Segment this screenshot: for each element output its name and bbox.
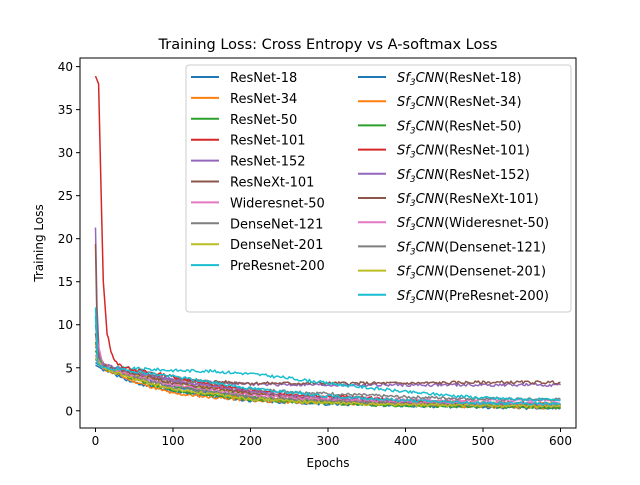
legend-label-sf3cnn-preresnet-200: Sf3CNN(PreResnet-200): [397, 289, 549, 306]
chart-title: Training Loss: Cross Entropy vs A-softma…: [158, 37, 498, 53]
legend: ResNet-18 ResNet-34 ResNet-50 ResNet-101 Res…: [185, 64, 572, 313]
legend-label-sf3cnn-resnet-18: Sf3CNN(ResNet-18): [397, 71, 522, 88]
x-tick-label: 500: [472, 434, 495, 448]
x-tick-label: 300: [317, 434, 340, 448]
y-tick-label: 5: [65, 361, 73, 375]
series-line-sf3cnn-densenet-121: [94, 358, 561, 408]
x-tick-label: 400: [394, 434, 417, 448]
series-line-sf3cnn-preresnet-200: [94, 316, 561, 406]
y-tick-label: 10: [58, 318, 73, 332]
x-axis-label: Epochs: [307, 456, 350, 470]
y-axis-label: Training Loss: [32, 204, 46, 282]
legend-label-preresnet-200: PreResnet-200: [230, 259, 325, 274]
y-tick-label: 25: [58, 189, 73, 203]
y-tick-label: 0: [65, 404, 73, 418]
y-tick-label: 30: [58, 146, 73, 160]
legend-label-resnet-152: ResNet-152: [230, 155, 306, 170]
legend-label-resnet-18: ResNet-18: [230, 71, 297, 86]
x-tick-label: 200: [239, 434, 262, 448]
legend-label-resnet-34: ResNet-34: [230, 92, 297, 107]
x-axis-ticks: 0 100 200 300 400 500 600: [92, 428, 572, 448]
legend-label-densenet-201: DenseNet-201: [230, 238, 323, 253]
legend-label-sf3cnn-wideresnet-50: Sf3CNN(Wideresnet-50): [397, 216, 549, 233]
legend-label-sf3cnn-resnet-101: Sf3CNN(ResNet-101): [397, 144, 530, 161]
series-line-sf3cnn-resnet-18: [95, 364, 561, 411]
y-tick-label: 40: [58, 60, 73, 74]
series-line-preresnet-200: [94, 307, 561, 402]
legend-label-sf3cnn-resnet-152: Sf3CNN(ResNet-152): [397, 168, 530, 185]
y-axis-ticks: 0 5 10 15 20 25 30 35 40: [58, 60, 80, 418]
y-tick-label: 15: [58, 275, 73, 289]
legend-label-sf3cnn-densenet-121: Sf3CNN(Densenet-121): [397, 240, 546, 257]
legend-box: [185, 64, 572, 313]
legend-label-resnet-101: ResNet-101: [230, 134, 306, 149]
legend-label-densenet-121: DenseNet-121: [230, 217, 323, 232]
legend-label-resnext-101: ResNeXt-101: [230, 176, 314, 191]
legend-label-wideresnet-50: Wideresnet-50: [230, 196, 325, 211]
series-lines: [94, 75, 562, 411]
x-tick-label: 600: [549, 434, 572, 448]
y-tick-label: 35: [58, 103, 73, 117]
x-tick-label: 0: [92, 434, 100, 448]
legend-label-resnet-50: ResNet-50: [230, 113, 297, 128]
legend-label-sf3cnn-resnet-50: Sf3CNN(ResNet-50): [397, 119, 522, 136]
legend-label-sf3cnn-resnet-34: Sf3CNN(ResNet-34): [397, 95, 522, 112]
x-tick-label: 100: [162, 434, 185, 448]
legend-label-sf3cnn-resnext-101: Sf3CNN(ResNeXt-101): [397, 192, 539, 209]
y-tick-label: 20: [58, 232, 73, 246]
series-line-sf3cnn-densenet-201: [94, 356, 561, 409]
legend-label-sf3cnn-densenet-201: Sf3CNN(Densenet-201): [397, 265, 546, 282]
